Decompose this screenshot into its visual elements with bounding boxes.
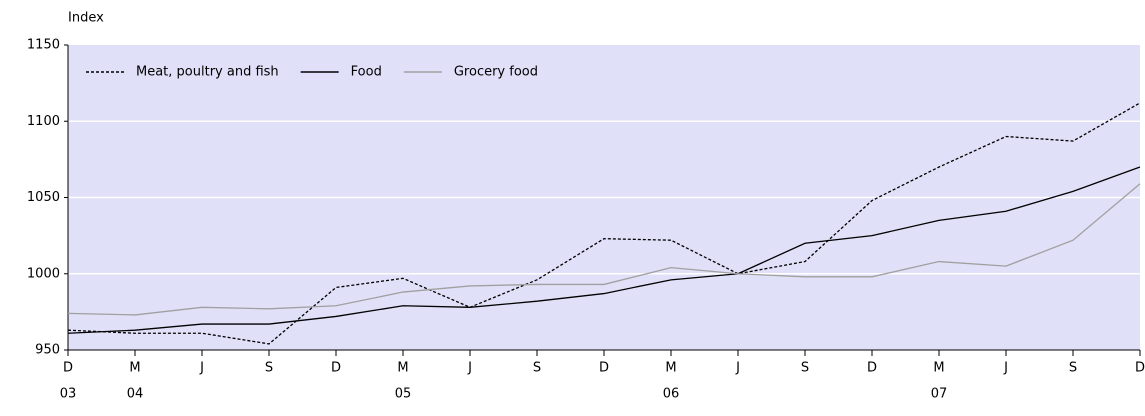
series-line	[67, 183, 1141, 316]
x-tick-label: D	[63, 361, 73, 376]
x-year-label: 05	[395, 387, 412, 402]
y-axis-label: Index	[68, 11, 104, 26]
legend-label: Meat, poultry and fish	[136, 65, 279, 80]
x-tick-label: D	[867, 361, 877, 376]
x-year-label: 04	[127, 387, 144, 402]
x-year-label: 06	[663, 387, 680, 402]
x-tick-label: D	[331, 361, 341, 376]
x-tick-label: J	[467, 361, 472, 376]
x-year-label: 03	[60, 387, 77, 402]
x-tick-label: M	[129, 361, 140, 376]
y-tick-label: 950	[35, 343, 60, 358]
series-line	[67, 166, 1141, 334]
x-tick-label: J	[199, 361, 204, 376]
x-tick-label: M	[665, 361, 676, 376]
x-tick-label: M	[933, 361, 944, 376]
x-tick-label: S	[265, 361, 273, 376]
y-tick-label: 1150	[27, 38, 60, 53]
x-tick-label: D	[599, 361, 609, 376]
y-tick-label: 1050	[27, 190, 60, 205]
x-tick-label: S	[1069, 361, 1077, 376]
series-line	[67, 102, 1141, 345]
x-tick-label: J	[735, 361, 740, 376]
x-year-label: 07	[931, 387, 948, 402]
x-tick-label: D	[1135, 361, 1145, 376]
y-tick-label: 1100	[27, 114, 60, 129]
legend-label: Grocery food	[454, 65, 538, 80]
x-tick-label: J	[1003, 361, 1008, 376]
x-tick-label: S	[801, 361, 809, 376]
x-tick-label: M	[397, 361, 408, 376]
x-tick-label: S	[533, 361, 541, 376]
legend-label: Food	[351, 65, 382, 80]
y-tick-label: 1000	[27, 266, 60, 281]
